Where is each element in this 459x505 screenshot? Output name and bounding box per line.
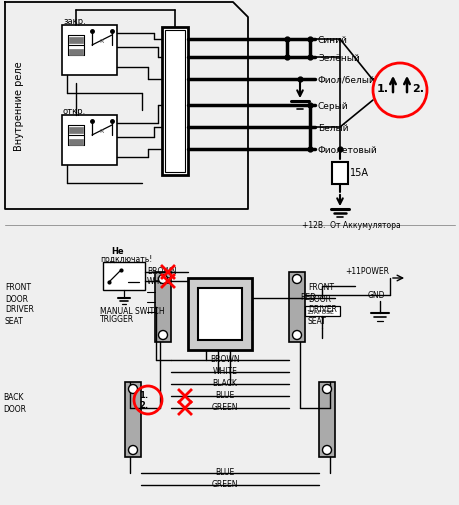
Text: Серый: Серый: [317, 102, 348, 110]
Text: BLACK: BLACK: [212, 379, 237, 388]
Text: Фиол/белый: Фиол/белый: [317, 75, 375, 84]
Text: DRIVER: DRIVER: [308, 305, 336, 314]
Text: 15AFUSE: 15AFUSE: [305, 310, 333, 315]
Text: откр.: откр.: [63, 106, 86, 115]
Bar: [155, 273, 171, 342]
Circle shape: [128, 445, 137, 455]
Text: 2.: 2.: [411, 84, 423, 94]
Text: +12В.  От Аккумулятора: +12В. От Аккумулятора: [302, 220, 400, 229]
Text: MANUAL SWITCH: MANUAL SWITCH: [100, 306, 164, 315]
Text: 15А: 15А: [349, 168, 368, 178]
Text: BLUE: BLUE: [215, 468, 234, 477]
Text: DOOR: DOOR: [5, 294, 28, 303]
Bar: [331, 163, 347, 185]
Text: Синий: Синий: [317, 35, 347, 44]
Bar: [318, 382, 334, 457]
Bar: [162, 28, 188, 176]
Circle shape: [128, 385, 137, 394]
Text: BROWN: BROWN: [147, 267, 176, 276]
Text: RED: RED: [299, 292, 315, 301]
Circle shape: [158, 275, 167, 284]
Bar: [62, 116, 117, 166]
Text: FRONT: FRONT: [308, 283, 333, 292]
Text: GREEN: GREEN: [211, 480, 238, 488]
Text: SEAT: SEAT: [308, 316, 326, 325]
Bar: [188, 278, 252, 350]
Bar: [304, 307, 339, 316]
Text: Белый: Белый: [317, 123, 348, 132]
Circle shape: [322, 385, 331, 394]
Bar: [165, 31, 185, 173]
Text: R: R: [99, 128, 103, 133]
Text: DRIVER: DRIVER: [5, 305, 34, 314]
Bar: [69, 50, 83, 56]
Text: BACK: BACK: [3, 393, 23, 401]
Text: R: R: [99, 38, 103, 43]
Text: GREEN: GREEN: [211, 402, 238, 412]
Bar: [69, 128, 83, 134]
Bar: [103, 263, 145, 290]
Bar: [197, 288, 241, 340]
Bar: [288, 273, 304, 342]
Text: BROWN: BROWN: [210, 355, 239, 364]
Text: закр.: закр.: [63, 17, 85, 25]
Circle shape: [292, 331, 301, 340]
Text: Внутренние реле: Внутренние реле: [14, 61, 24, 150]
Text: BLUE: BLUE: [215, 391, 234, 400]
Text: Не: Не: [111, 246, 123, 255]
Circle shape: [322, 445, 331, 455]
Bar: [62, 26, 117, 76]
Text: 2.: 2.: [139, 400, 148, 410]
Bar: [69, 38, 83, 44]
Text: SEAT: SEAT: [5, 316, 24, 325]
Bar: [125, 382, 141, 457]
Bar: [69, 140, 83, 146]
Text: подключать!: подключать!: [100, 254, 152, 263]
Text: TRIGGER: TRIGGER: [100, 315, 134, 324]
Text: Фиолетовый: Фиолетовый: [317, 145, 377, 154]
Circle shape: [292, 275, 301, 284]
Text: +11POWER: +11POWER: [344, 266, 388, 275]
Text: DOOR: DOOR: [3, 405, 26, 414]
Circle shape: [158, 331, 167, 340]
Text: FRONT: FRONT: [5, 283, 31, 292]
Text: 1.: 1.: [139, 391, 148, 400]
Text: DOOR: DOOR: [308, 294, 330, 303]
Text: Зелёный: Зелёный: [317, 54, 359, 63]
Text: 1.: 1.: [376, 84, 388, 94]
Text: WHITE: WHITE: [147, 276, 172, 285]
Text: GND: GND: [367, 291, 385, 300]
Text: WHITE: WHITE: [212, 367, 237, 376]
